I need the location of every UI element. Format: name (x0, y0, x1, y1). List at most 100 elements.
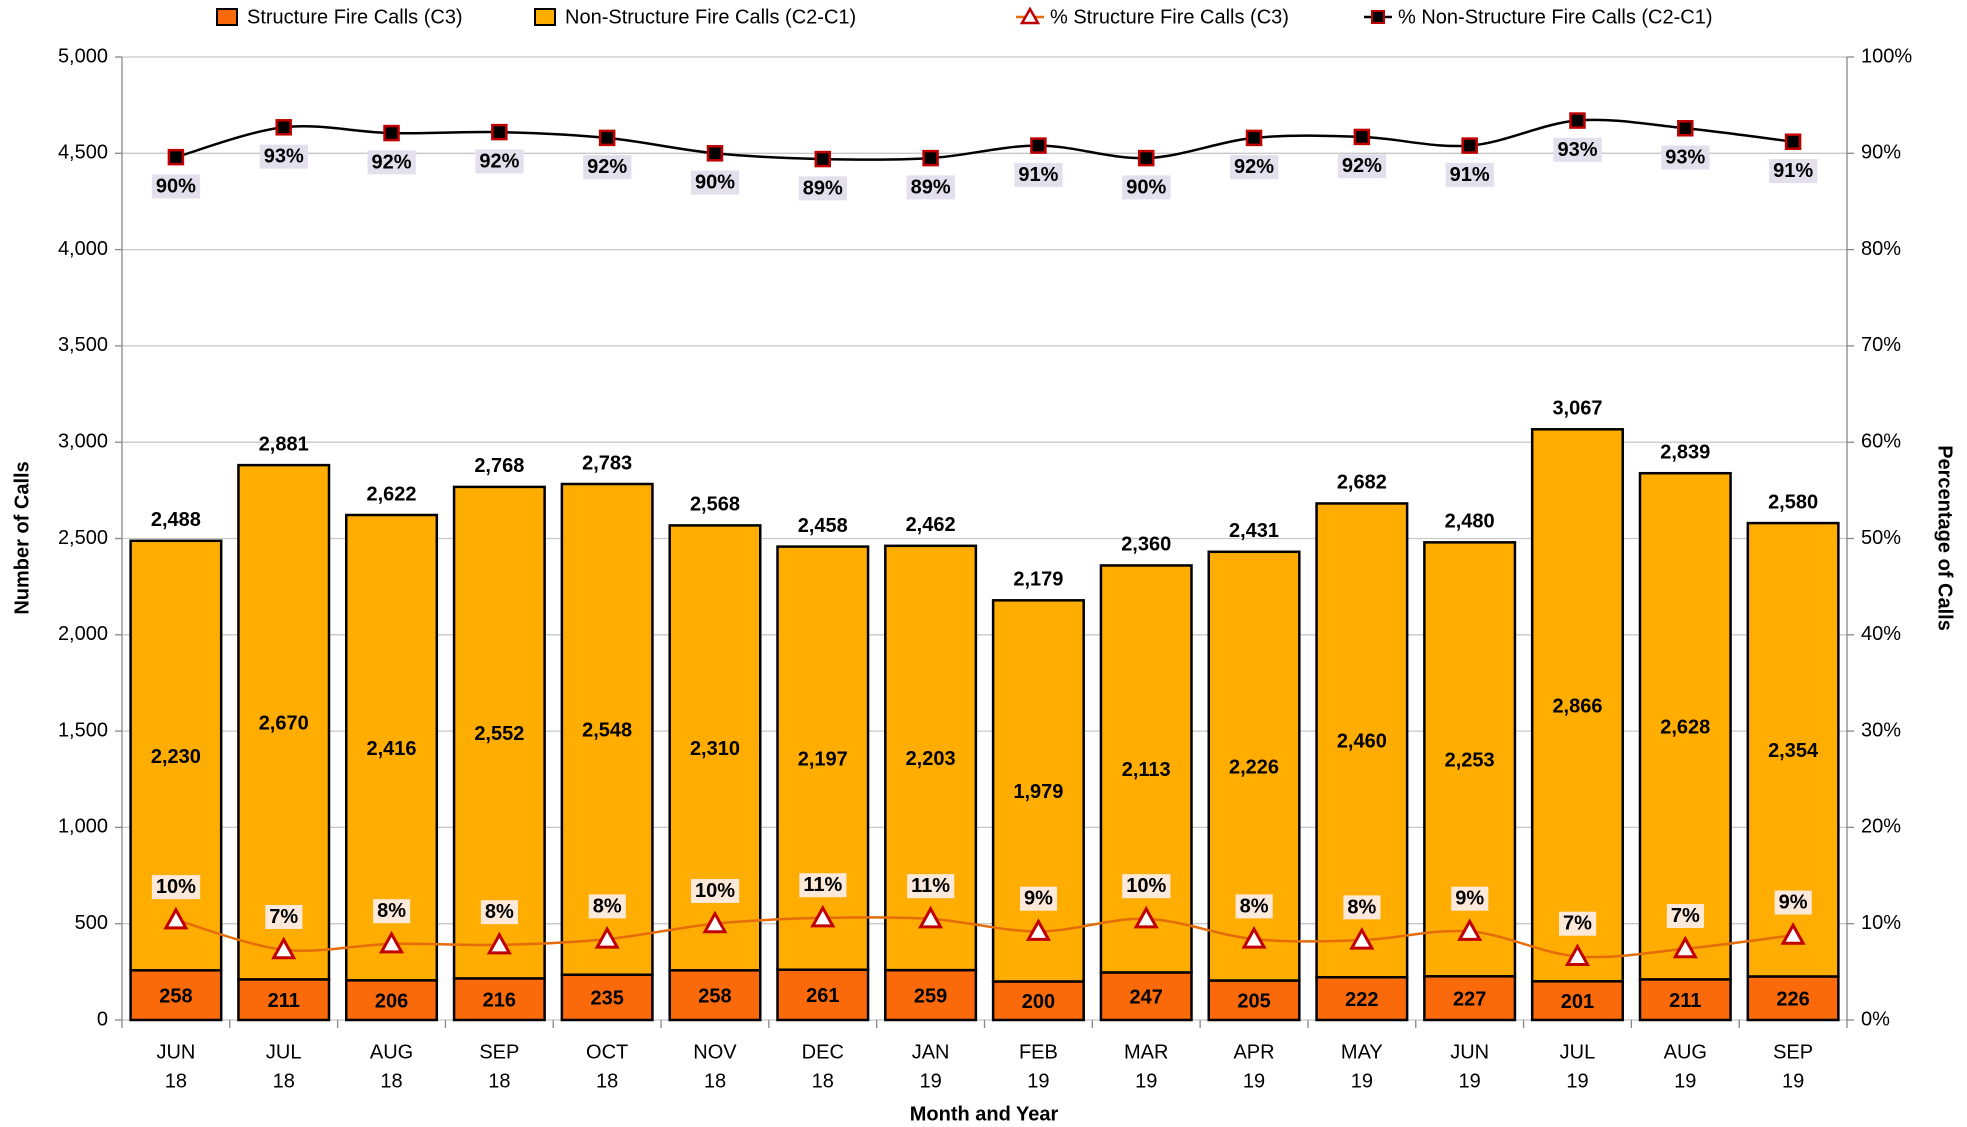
point-label: 11% (911, 875, 950, 897)
y-tick-label: 3,500 (58, 334, 108, 356)
total-label: 2,179 (1013, 569, 1063, 591)
y-tick-label: 5,000 (58, 45, 108, 67)
label-background (1019, 886, 1058, 911)
bar (884, 544, 978, 972)
total-label: 2,783 (582, 452, 632, 474)
total-label: 2,458 (798, 515, 848, 537)
legend-marker (1371, 10, 1385, 24)
y2-tick-label: 30% (1861, 719, 1901, 741)
total-label: 2,360 (1121, 534, 1171, 556)
legend-label: % Non-Structure Fire Calls (C2-C1) (1398, 6, 1713, 28)
bar-value-label: 2,253 (1445, 750, 1495, 772)
bar-value-label: 211 (1669, 990, 1701, 1012)
total-label: 2,480 (1445, 511, 1495, 533)
bar-value-label: 2,670 (259, 713, 309, 735)
x-tick-label: AUG (370, 1041, 413, 1063)
label-background (265, 904, 303, 929)
label-background (1661, 145, 1710, 170)
bar-value-label: 258 (698, 985, 731, 1007)
label-background (151, 174, 201, 199)
marker (702, 910, 728, 934)
marker (810, 904, 836, 928)
marker (378, 930, 405, 954)
point-label: 8% (485, 901, 514, 923)
marker (922, 149, 939, 167)
bar-value-label: 205 (1237, 991, 1270, 1013)
x-tick-label: 19 (1674, 1070, 1696, 1092)
bar-value-label: 2,460 (1337, 731, 1387, 753)
label-background (1235, 894, 1273, 919)
x-tick-label: NOV (693, 1041, 737, 1063)
point-label: 7% (1671, 905, 1700, 927)
marker (1245, 129, 1263, 147)
y-tick-label: 4,500 (58, 142, 108, 164)
bar (991, 599, 1085, 983)
bar-value-label: 226 (1776, 989, 1809, 1011)
total-label: 2,488 (151, 509, 201, 531)
y2-tick-label: 90% (1861, 142, 1901, 164)
label-background (1122, 874, 1171, 899)
bar (1530, 428, 1624, 983)
label-background (1014, 162, 1063, 187)
point-label: 10% (695, 880, 735, 902)
point-label: 91% (1773, 160, 1813, 182)
label-background (798, 176, 848, 201)
point-label: 89% (911, 176, 951, 198)
x-tick-label: 18 (596, 1070, 618, 1092)
x-tick-label: JUN (1450, 1041, 1489, 1063)
point-label: 8% (1347, 896, 1376, 918)
y-tick-label: 0 (97, 1008, 108, 1030)
point-label: 92% (587, 156, 627, 178)
label-background (690, 878, 740, 903)
marker (1133, 905, 1159, 929)
bar-value-label: 222 (1345, 989, 1378, 1011)
point-label: 93% (264, 146, 304, 168)
label-background (367, 150, 416, 175)
y2-tick-label: 50% (1861, 527, 1901, 549)
marker (594, 926, 620, 949)
label-background (1559, 911, 1597, 936)
point-label: 10% (156, 876, 196, 898)
bar (452, 977, 546, 1022)
point-label: 90% (156, 175, 196, 197)
x-tick-label: 19 (1135, 1070, 1157, 1092)
point-label: 92% (1234, 156, 1274, 178)
point-label: 11% (803, 874, 842, 896)
label-background (1337, 154, 1387, 179)
x-tick-label: DEC (802, 1041, 844, 1063)
marker (1349, 926, 1375, 950)
y-axis-title: Number of Calls (11, 461, 33, 614)
series-line (175, 118, 1794, 161)
bar-value-label: 261 (806, 985, 839, 1007)
bar-value-label: 206 (375, 990, 408, 1012)
bar (1099, 564, 1193, 974)
y-tick-label: 1,500 (58, 719, 108, 741)
point-label: 10% (1126, 875, 1166, 897)
y2-axis-title: Percentage of Calls (1934, 445, 1956, 631)
bar (884, 968, 978, 1022)
bar-value-label: 235 (590, 988, 623, 1010)
y-tick-label: 4,000 (58, 238, 108, 260)
bar (560, 482, 654, 976)
x-tick-label: 18 (704, 1070, 726, 1092)
label-background (259, 144, 308, 169)
bar (129, 969, 223, 1022)
x-tick-label: JUL (266, 1041, 302, 1063)
legend-label: Non-Structure Fire Calls (C2-C1) (565, 6, 856, 28)
bar (237, 463, 331, 981)
label-background (690, 170, 740, 195)
point-label: 7% (269, 906, 298, 928)
label-background (1122, 175, 1171, 200)
marker (706, 145, 724, 162)
label-background (1774, 890, 1812, 915)
point-label: 7% (1563, 913, 1592, 935)
x-tick-label: 19 (1027, 1070, 1049, 1092)
x-tick-label: FEB (1019, 1041, 1058, 1063)
x-tick-label: 18 (380, 1070, 402, 1092)
label-background (907, 874, 955, 899)
bar-value-label: 2,226 (1229, 756, 1279, 778)
marker (491, 123, 508, 141)
y-tick-label: 3,000 (58, 430, 108, 452)
total-label: 2,462 (906, 514, 956, 536)
legend-swatch (216, 8, 238, 26)
